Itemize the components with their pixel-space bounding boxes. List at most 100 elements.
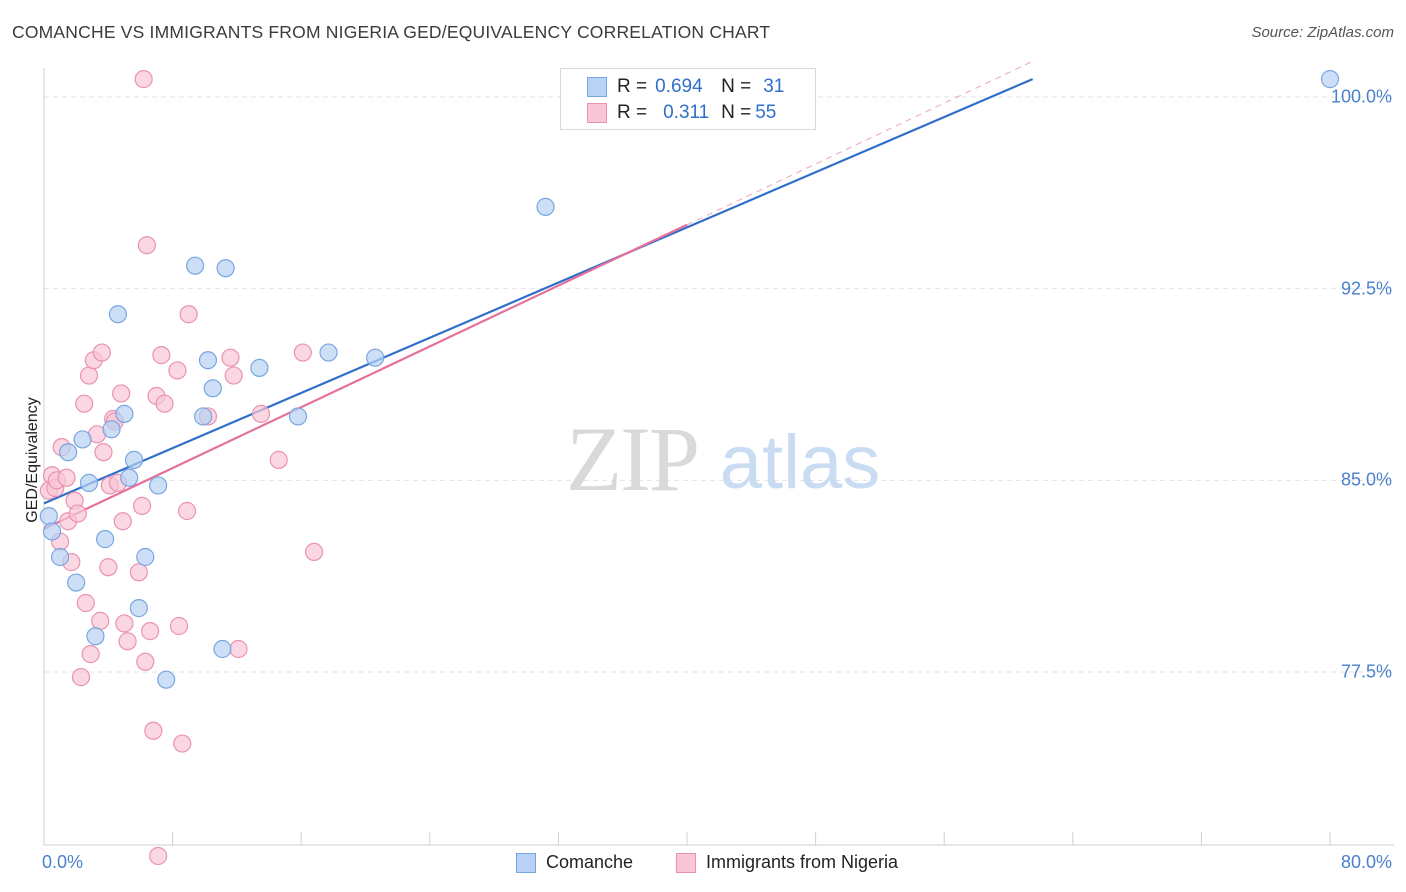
- comanche-point: [67, 573, 86, 592]
- stats-legend: R = 0.694 N = 31 R = 0.311 N = 55: [560, 68, 816, 130]
- bottom-legend-comanche: Comanche: [516, 852, 633, 873]
- trend-lines: [43, 60, 1034, 530]
- comanche-point: [102, 420, 121, 439]
- nigeria-swatch: [676, 852, 696, 873]
- nigeria-point: [112, 384, 131, 403]
- comanche-point: [186, 256, 205, 275]
- trend-line-comanche: [43, 78, 1034, 505]
- y-axis-label: GED/Equivalency: [24, 397, 41, 523]
- comanche-point: [203, 379, 222, 398]
- nigeria-point: [79, 366, 99, 385]
- nigeria-point: [229, 639, 248, 659]
- nigeria-point: [168, 361, 187, 380]
- comanche-point: [194, 407, 213, 426]
- chart-title: COMANCHE VS IMMIGRANTS FROM NIGERIA GED/…: [12, 22, 771, 42]
- nigeria-point: [115, 614, 134, 633]
- comanche-point: [79, 473, 99, 492]
- nigeria-point: [136, 652, 155, 671]
- nigeria-point: [152, 346, 171, 365]
- comanche-point: [288, 407, 308, 426]
- nigeria-point: [293, 343, 312, 362]
- nigeria-point: [149, 846, 168, 866]
- comanche-point: [149, 476, 168, 495]
- trend-line-extension: [686, 60, 1033, 226]
- nigeria-point: [221, 348, 240, 367]
- comanche-point: [216, 259, 235, 278]
- n-value: 55: [755, 102, 777, 123]
- nigeria-point: [304, 542, 324, 561]
- comanche-point: [124, 450, 144, 469]
- y-tick-label: 85.0%: [1340, 469, 1392, 490]
- nigeria-point: [132, 496, 152, 515]
- nigeria-point: [68, 504, 87, 523]
- comanche-point: [59, 443, 78, 462]
- n-value: 31: [763, 76, 785, 97]
- comanche-point: [120, 468, 139, 487]
- y-tick-label: 92.5%: [1340, 278, 1392, 299]
- nigeria-point: [177, 501, 197, 521]
- legend-row-comanche: R = 0.694 N = 31: [587, 75, 784, 99]
- legend-row-nigeria: R = 0.311 N = 55: [587, 101, 776, 125]
- nigeria-point: [129, 563, 148, 582]
- r-label: R =: [617, 76, 648, 97]
- nigeria-point: [91, 611, 110, 630]
- x-tick-label: 0.0%: [42, 852, 84, 872]
- nigeria-point: [75, 394, 94, 413]
- nigeria-point: [113, 512, 132, 531]
- nigeria-point: [269, 450, 288, 469]
- x-tick-label: 80.0%: [1340, 852, 1392, 872]
- nigeria-point: [57, 468, 76, 487]
- comanche-point: [136, 547, 155, 567]
- comanche-swatch: [516, 852, 536, 873]
- comanche-point: [157, 670, 176, 689]
- nigeria-point: [76, 593, 95, 613]
- watermark-zip: ZIP: [566, 408, 698, 510]
- nigeria-point: [224, 366, 243, 385]
- bottom-legend-nigeria: Immigrants from Nigeria: [676, 852, 898, 873]
- nigeria-point: [251, 404, 271, 423]
- comanche-point: [42, 522, 62, 541]
- comanche-point: [213, 639, 232, 659]
- r-value: 0.311: [663, 102, 710, 123]
- trend-line-nigeria: [43, 223, 688, 530]
- comanche-point: [250, 358, 269, 377]
- comanche-point: [39, 507, 58, 526]
- comanche-point: [129, 599, 148, 618]
- nigeria-point: [94, 443, 113, 462]
- comanche-point: [115, 404, 134, 423]
- axes: [43, 68, 1394, 846]
- comanche-point: [366, 348, 385, 367]
- comanche-point: [108, 305, 128, 324]
- nigeria-point: [169, 616, 189, 636]
- nigeria-swatch: [587, 103, 607, 123]
- source-credit: Source: ZipAtlas.com: [1251, 24, 1394, 41]
- grid-lines: [44, 96, 1394, 673]
- nigeria-point: [71, 668, 91, 687]
- comanche-point: [536, 197, 555, 216]
- nigeria-point: [155, 394, 174, 413]
- data-points: [39, 70, 1340, 866]
- nigeria-point: [140, 622, 160, 641]
- comanche-point: [198, 351, 218, 370]
- nigeria-point: [81, 645, 100, 664]
- watermark-atlas: atlas: [720, 420, 881, 505]
- nigeria-point: [179, 305, 198, 324]
- comanche-point: [73, 430, 92, 449]
- series-label: Comanche: [546, 852, 634, 872]
- comanche-point: [1320, 70, 1340, 89]
- nigeria-point: [144, 721, 163, 740]
- comanche-point: [95, 530, 115, 549]
- n-label: N =: [721, 102, 752, 123]
- n-label: N =: [721, 76, 752, 97]
- nigeria-point: [99, 558, 118, 577]
- comanche-point: [86, 627, 105, 646]
- r-label: R =: [617, 102, 648, 123]
- nigeria-point: [134, 70, 153, 89]
- comanche-point: [319, 343, 338, 362]
- series-label: Immigrants from Nigeria: [706, 852, 899, 872]
- nigeria-point: [173, 734, 192, 753]
- nigeria-point: [137, 236, 156, 255]
- nigeria-point: [118, 632, 137, 651]
- r-value: 0.694: [655, 76, 703, 97]
